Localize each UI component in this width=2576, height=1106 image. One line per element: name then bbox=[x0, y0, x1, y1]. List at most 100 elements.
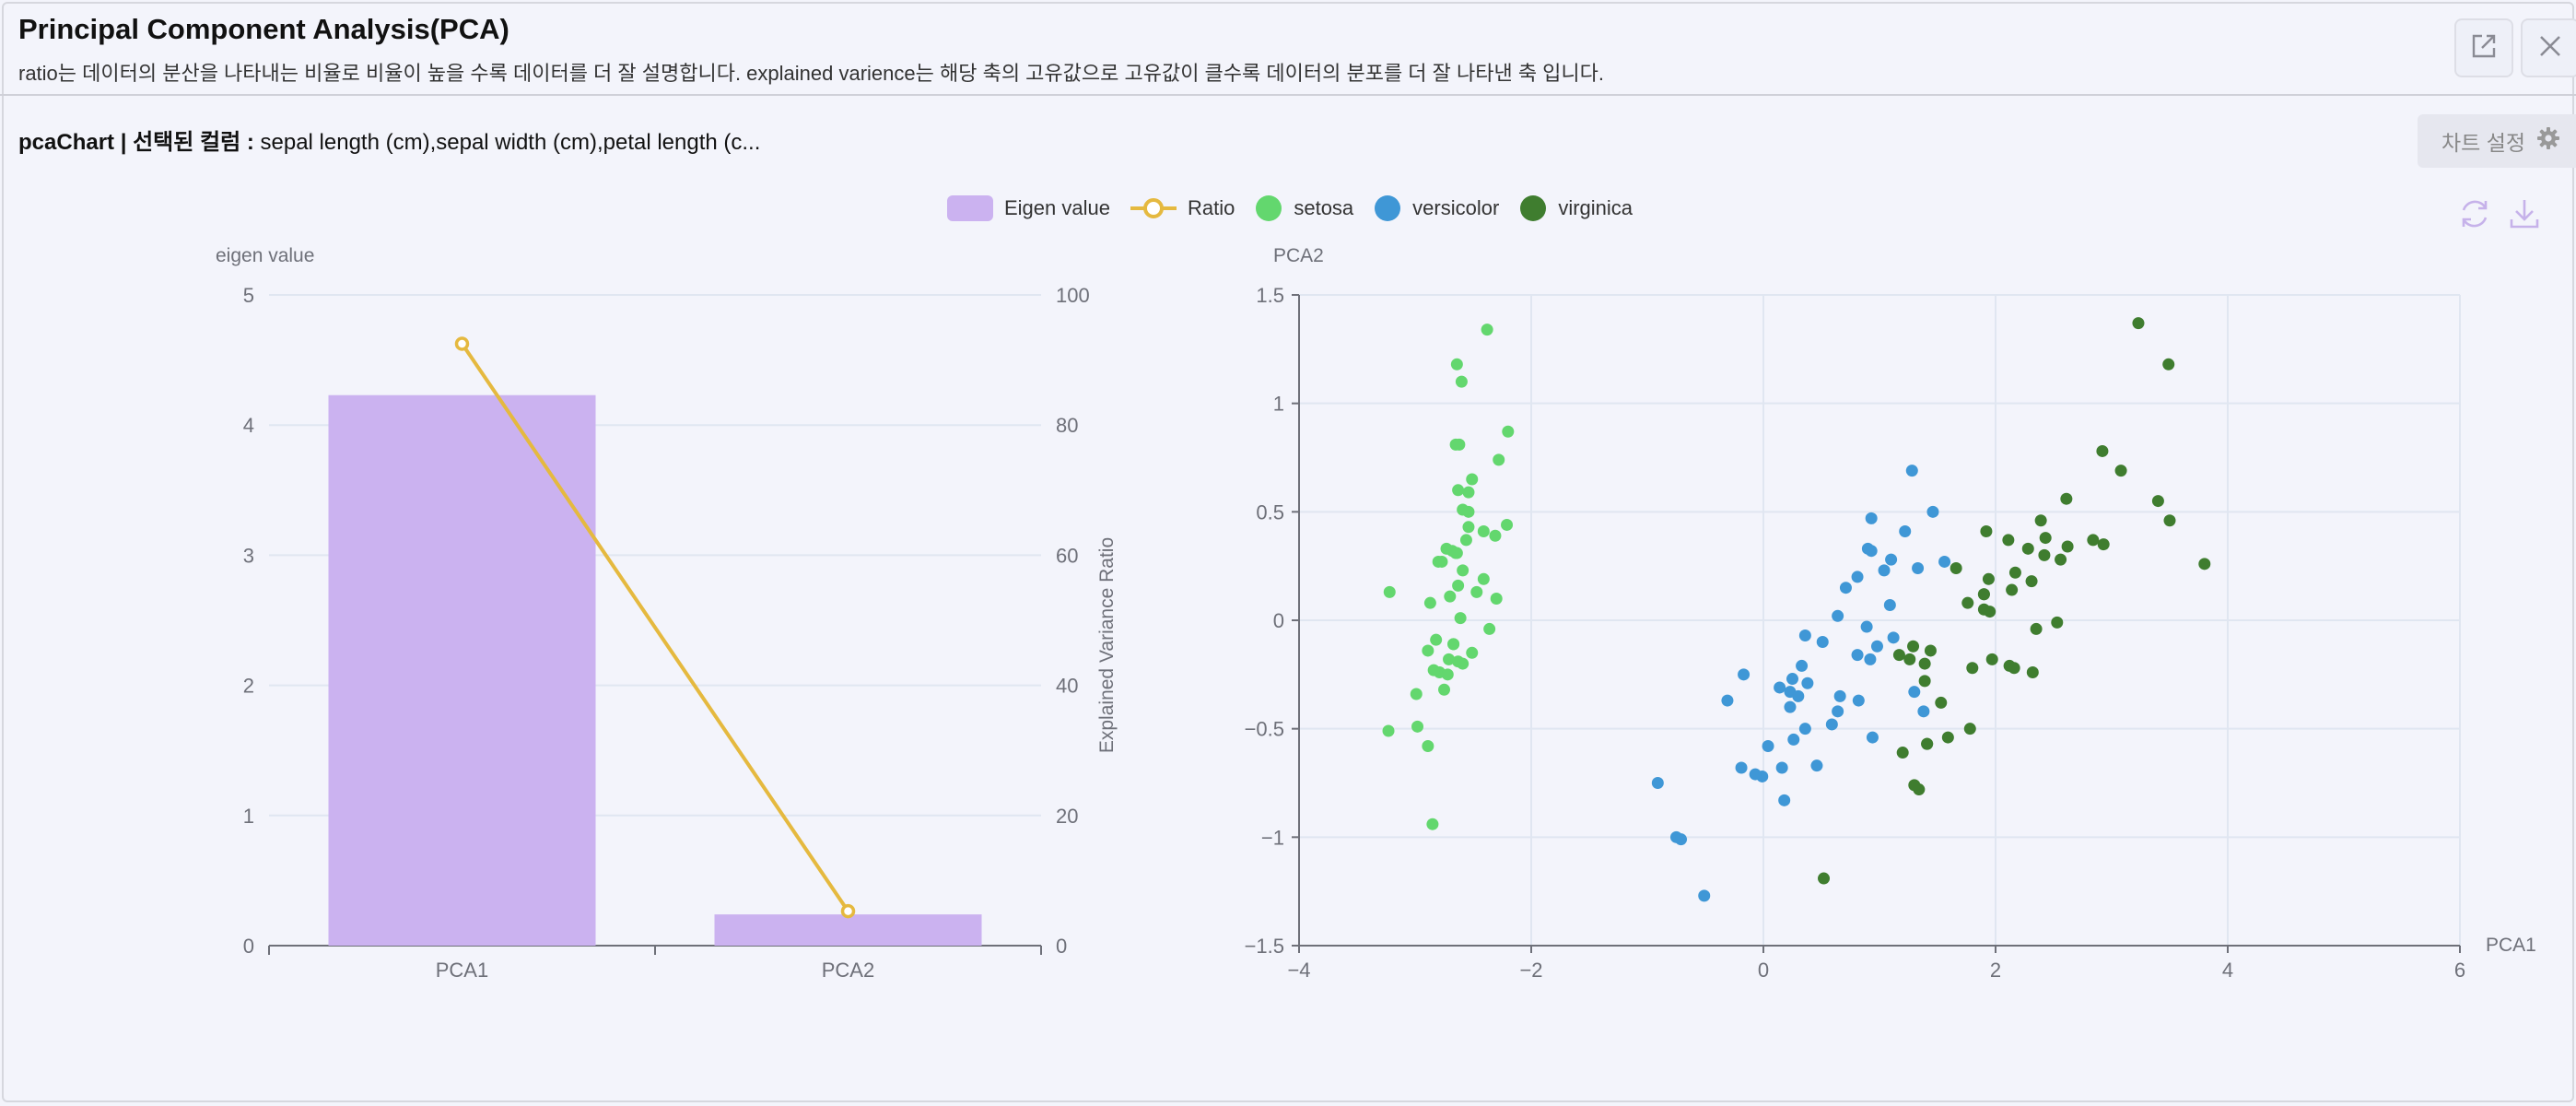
scatter-point-versicolor[interactable] bbox=[1839, 582, 1852, 594]
scatter-point-versicolor[interactable] bbox=[1786, 673, 1798, 686]
scatter-point-virginica[interactable] bbox=[2051, 616, 2064, 629]
legend-item-virginica[interactable]: virginica bbox=[1519, 194, 1633, 222]
legend-item-ratio[interactable]: Ratio bbox=[1130, 195, 1235, 221]
scatter-point-versicolor[interactable] bbox=[1801, 677, 1814, 689]
scatter-point-virginica[interactable] bbox=[1918, 675, 1931, 688]
scatter-point-setosa[interactable] bbox=[1427, 664, 1440, 677]
eigen-bar-pca2[interactable] bbox=[714, 914, 982, 946]
scatter-point-versicolor[interactable] bbox=[1721, 694, 1734, 707]
scatter-point-versicolor[interactable] bbox=[1784, 700, 1797, 713]
scatter-point-virginica[interactable] bbox=[1818, 872, 1831, 885]
scatter-point-virginica[interactable] bbox=[2061, 540, 2074, 553]
scatter-point-setosa[interactable] bbox=[1441, 668, 1454, 681]
scatter-point-versicolor[interactable] bbox=[1810, 759, 1823, 772]
scatter-point-setosa[interactable] bbox=[1477, 525, 1490, 538]
scatter-point-setosa[interactable] bbox=[1501, 518, 1514, 531]
scatter-point-virginica[interactable] bbox=[1924, 644, 1937, 657]
scatter-point-virginica[interactable] bbox=[2198, 558, 2211, 571]
scatter-point-setosa[interactable] bbox=[1452, 579, 1465, 592]
scatter-point-virginica[interactable] bbox=[2021, 542, 2034, 555]
scatter-point-versicolor[interactable] bbox=[1908, 686, 1921, 699]
scatter-point-virginica[interactable] bbox=[1907, 640, 1920, 653]
scatter-point-versicolor[interactable] bbox=[1787, 733, 1800, 746]
scatter-point-virginica[interactable] bbox=[2026, 665, 2039, 678]
scatter-point-virginica[interactable] bbox=[1977, 603, 1990, 616]
scatter-point-virginica[interactable] bbox=[1980, 525, 1993, 538]
scatter-point-versicolor[interactable] bbox=[1883, 599, 1896, 612]
scatter-point-setosa[interactable] bbox=[1477, 572, 1490, 585]
scatter-point-versicolor[interactable] bbox=[1816, 636, 1829, 649]
scatter-point-virginica[interactable] bbox=[1950, 562, 1962, 575]
scatter-point-versicolor[interactable] bbox=[1865, 512, 1878, 524]
scatter-point-virginica[interactable] bbox=[2038, 548, 2051, 561]
scatter-point-virginica[interactable] bbox=[2151, 495, 2164, 508]
scatter-point-setosa[interactable] bbox=[1481, 324, 1493, 336]
scatter-point-setosa[interactable] bbox=[1430, 633, 1443, 646]
scatter-point-setosa[interactable] bbox=[1383, 585, 1396, 598]
scatter-point-versicolor[interactable] bbox=[1851, 649, 1864, 662]
scatter-point-setosa[interactable] bbox=[1450, 358, 1463, 371]
legend-item-eigen-value[interactable]: Eigen value bbox=[947, 195, 1110, 221]
scatter-point-versicolor[interactable] bbox=[1825, 718, 1838, 731]
scatter-point-versicolor[interactable] bbox=[1798, 629, 1811, 641]
scatter-point-setosa[interactable] bbox=[1490, 592, 1503, 605]
scatter-point-virginica[interactable] bbox=[2030, 622, 2043, 635]
scatter-point-setosa[interactable] bbox=[1455, 375, 1468, 388]
scatter-point-versicolor[interactable] bbox=[1833, 689, 1846, 702]
scatter-point-versicolor[interactable] bbox=[1899, 525, 1912, 538]
scatter-point-versicolor[interactable] bbox=[1774, 681, 1786, 694]
scatter-point-setosa[interactable] bbox=[1422, 644, 1434, 657]
scatter-point-virginica[interactable] bbox=[2055, 553, 2067, 566]
scatter-point-virginica[interactable] bbox=[2034, 514, 2047, 527]
scatter-point-setosa[interactable] bbox=[1483, 622, 1496, 635]
scatter-point-versicolor[interactable] bbox=[1852, 694, 1865, 707]
scatter-point-versicolor[interactable] bbox=[1735, 761, 1748, 774]
scatter-point-versicolor[interactable] bbox=[1798, 723, 1811, 735]
scatter-point-setosa[interactable] bbox=[1447, 638, 1460, 651]
scatter-point-virginica[interactable] bbox=[1963, 723, 1976, 735]
scatter-point-versicolor[interactable] bbox=[1885, 553, 1898, 566]
scatter-point-setosa[interactable] bbox=[1466, 473, 1479, 486]
scatter-point-setosa[interactable] bbox=[1466, 646, 1479, 659]
scatter-point-virginica[interactable] bbox=[1935, 696, 1948, 709]
scatter-point-versicolor[interactable] bbox=[1905, 465, 1918, 477]
scatter-point-versicolor[interactable] bbox=[1870, 640, 1883, 653]
scatter-point-virginica[interactable] bbox=[2162, 358, 2175, 371]
scatter-point-virginica[interactable] bbox=[2008, 662, 2020, 675]
scatter-point-setosa[interactable] bbox=[1410, 688, 1423, 700]
scatter-point-versicolor[interactable] bbox=[1651, 777, 1664, 789]
scatter-point-versicolor[interactable] bbox=[1878, 564, 1891, 577]
scatter-point-versicolor[interactable] bbox=[1749, 768, 1762, 781]
scatter-point-setosa[interactable] bbox=[1449, 438, 1462, 451]
scatter-point-setosa[interactable] bbox=[1462, 486, 1475, 499]
eigen-bar-pca1[interactable] bbox=[328, 394, 596, 946]
scatter-point-versicolor[interactable] bbox=[1887, 631, 1900, 644]
scatter-point-virginica[interactable] bbox=[1977, 588, 1990, 601]
scatter-point-virginica[interactable] bbox=[1903, 653, 1916, 665]
refresh-button[interactable] bbox=[2458, 197, 2491, 235]
scatter-point-setosa[interactable] bbox=[1444, 590, 1457, 603]
scatter-point-setosa[interactable] bbox=[1423, 596, 1436, 609]
scatter-point-versicolor[interactable] bbox=[1860, 620, 1873, 633]
scatter-point-virginica[interactable] bbox=[2132, 317, 2145, 330]
scatter-point-virginica[interactable] bbox=[2163, 514, 2176, 527]
scatter-point-setosa[interactable] bbox=[1382, 724, 1395, 737]
scatter-point-setosa[interactable] bbox=[1422, 739, 1434, 752]
scatter-point-virginica[interactable] bbox=[1921, 737, 1934, 750]
scatter-point-virginica[interactable] bbox=[2114, 465, 2127, 477]
ratio-point-pca2[interactable] bbox=[840, 903, 856, 919]
scatter-point-versicolor[interactable] bbox=[1738, 668, 1751, 681]
scatter-point-versicolor[interactable] bbox=[1762, 739, 1774, 752]
scatter-point-versicolor[interactable] bbox=[1792, 689, 1805, 702]
scatter-point-versicolor[interactable] bbox=[1926, 505, 1939, 518]
scatter-point-versicolor[interactable] bbox=[1832, 705, 1844, 718]
scatter-point-versicolor[interactable] bbox=[1796, 659, 1809, 672]
scatter-point-setosa[interactable] bbox=[1426, 818, 1439, 830]
scatter-point-versicolor[interactable] bbox=[1778, 794, 1791, 806]
scatter-point-setosa[interactable] bbox=[1457, 564, 1469, 577]
scatter-point-virginica[interactable] bbox=[2039, 532, 2052, 545]
scatter-point-setosa[interactable] bbox=[1502, 425, 1515, 438]
scatter-point-versicolor[interactable] bbox=[1917, 705, 1930, 718]
scatter-point-virginica[interactable] bbox=[2002, 534, 2015, 547]
scatter-point-setosa[interactable] bbox=[1443, 653, 1456, 665]
